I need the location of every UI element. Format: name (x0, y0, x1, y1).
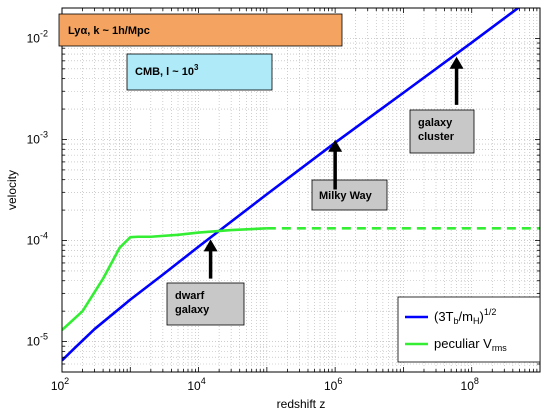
lya-box-rect (58, 13, 343, 47)
legend-peculiar-pre: peculiar V (434, 336, 492, 351)
legend-thermal-post: ) (479, 309, 483, 324)
x-tick-label: 104 (187, 376, 205, 393)
cmb-label-pre: CMB, l ~ 10 (135, 66, 194, 78)
lya-box-label: Lyα, k ~ 1h/Mpc (68, 25, 150, 37)
cmb-box-rect (126, 53, 273, 91)
x-tick-label: 108 (461, 376, 479, 393)
y-tick-label: 10-2 (27, 28, 48, 45)
y-tick-label-base: 10 (27, 234, 41, 248)
y-axis-label: velocity (5, 170, 19, 210)
galaxy-cluster-label-2: cluster (418, 131, 455, 143)
series-layer (62, 8, 540, 362)
x-tick-label-exp: 2 (64, 376, 69, 386)
cmb-box: CMB, l ~ 103 (126, 53, 273, 91)
dwarf-galaxy-label-2: galaxy (175, 304, 210, 316)
y-tick-label-base: 10 (27, 132, 41, 146)
annotation-arrow-head-2 (203, 239, 218, 252)
x-tick-label: 102 (51, 376, 69, 393)
lya-label-pre: Ly (68, 25, 81, 37)
y-tick-label: 10-3 (27, 129, 48, 146)
legend: (3Tb/mH)1/2 peculiar Vrms (397, 296, 541, 363)
milky-way-box-rect (311, 179, 388, 211)
y-tick-label: 10-4 (27, 231, 48, 248)
y-tick-label-exp: -3 (40, 129, 48, 139)
galaxy-cluster-box: galaxy cluster (409, 109, 475, 154)
legend-thermal-mid: /m (459, 309, 473, 324)
plot-frame (61, 7, 541, 373)
legend-label-thermal: (3Tb/mH)1/2 (434, 307, 496, 326)
series-line-1 (62, 227, 267, 332)
cmb-label-sup: 3 (194, 63, 199, 72)
dwarf-galaxy-box-rect (166, 282, 245, 326)
lya-label-post: , k ~ 1h/Mpc (87, 25, 150, 37)
legend-thermal-sub1: b (454, 316, 459, 326)
cmb-box-label: CMB, l ~ 103 (135, 63, 199, 78)
dwarf-galaxy-box: dwarf galaxy (166, 282, 245, 326)
y-tick-label-exp: -4 (40, 231, 48, 241)
annotation-arrow-head-1 (449, 56, 464, 69)
milky-way-box: Milky Way (311, 179, 388, 211)
legend-thermal-sub2: H (473, 316, 480, 326)
legend-box (397, 296, 541, 363)
y-tick-label-exp: -5 (40, 332, 48, 342)
y-tick-label: 10-5 (27, 332, 48, 349)
x-tick-label-base: 10 (461, 379, 475, 393)
x-tick-label: 106 (324, 376, 342, 393)
lya-box: Lyα, k ~ 1h/Mpc (58, 13, 343, 47)
arrows (203, 56, 464, 279)
series-line-0 (62, 8, 521, 362)
x-axis-label: redshift z (277, 397, 326, 411)
lya-label-greek: α (80, 25, 87, 37)
galaxy-cluster-box-rect (409, 109, 475, 154)
y-tick-label-base: 10 (27, 31, 41, 45)
x-tick-label-base: 10 (51, 379, 65, 393)
milky-way-label: Milky Way (319, 190, 373, 202)
annotation-arrow-head-0 (328, 139, 343, 152)
x-tick-label-exp: 6 (337, 376, 342, 386)
legend-label-peculiar: peculiar Vrms (434, 336, 507, 353)
dwarf-galaxy-label-1: dwarf (175, 290, 205, 302)
y-tick-label-exp: -2 (40, 28, 48, 38)
legend-peculiar-sub: rms (492, 343, 507, 353)
x-tick-label-base: 10 (187, 379, 201, 393)
x-tick-label-exp: 4 (201, 376, 206, 386)
legend-thermal-pre: (3T (434, 309, 454, 324)
legend-thermal-sup: 1/2 (484, 307, 497, 317)
x-tick-label-base: 10 (324, 379, 338, 393)
x-tick-label-exp: 8 (474, 376, 479, 386)
y-tick-label-base: 10 (27, 335, 41, 349)
galaxy-cluster-label-1: galaxy (418, 117, 453, 129)
